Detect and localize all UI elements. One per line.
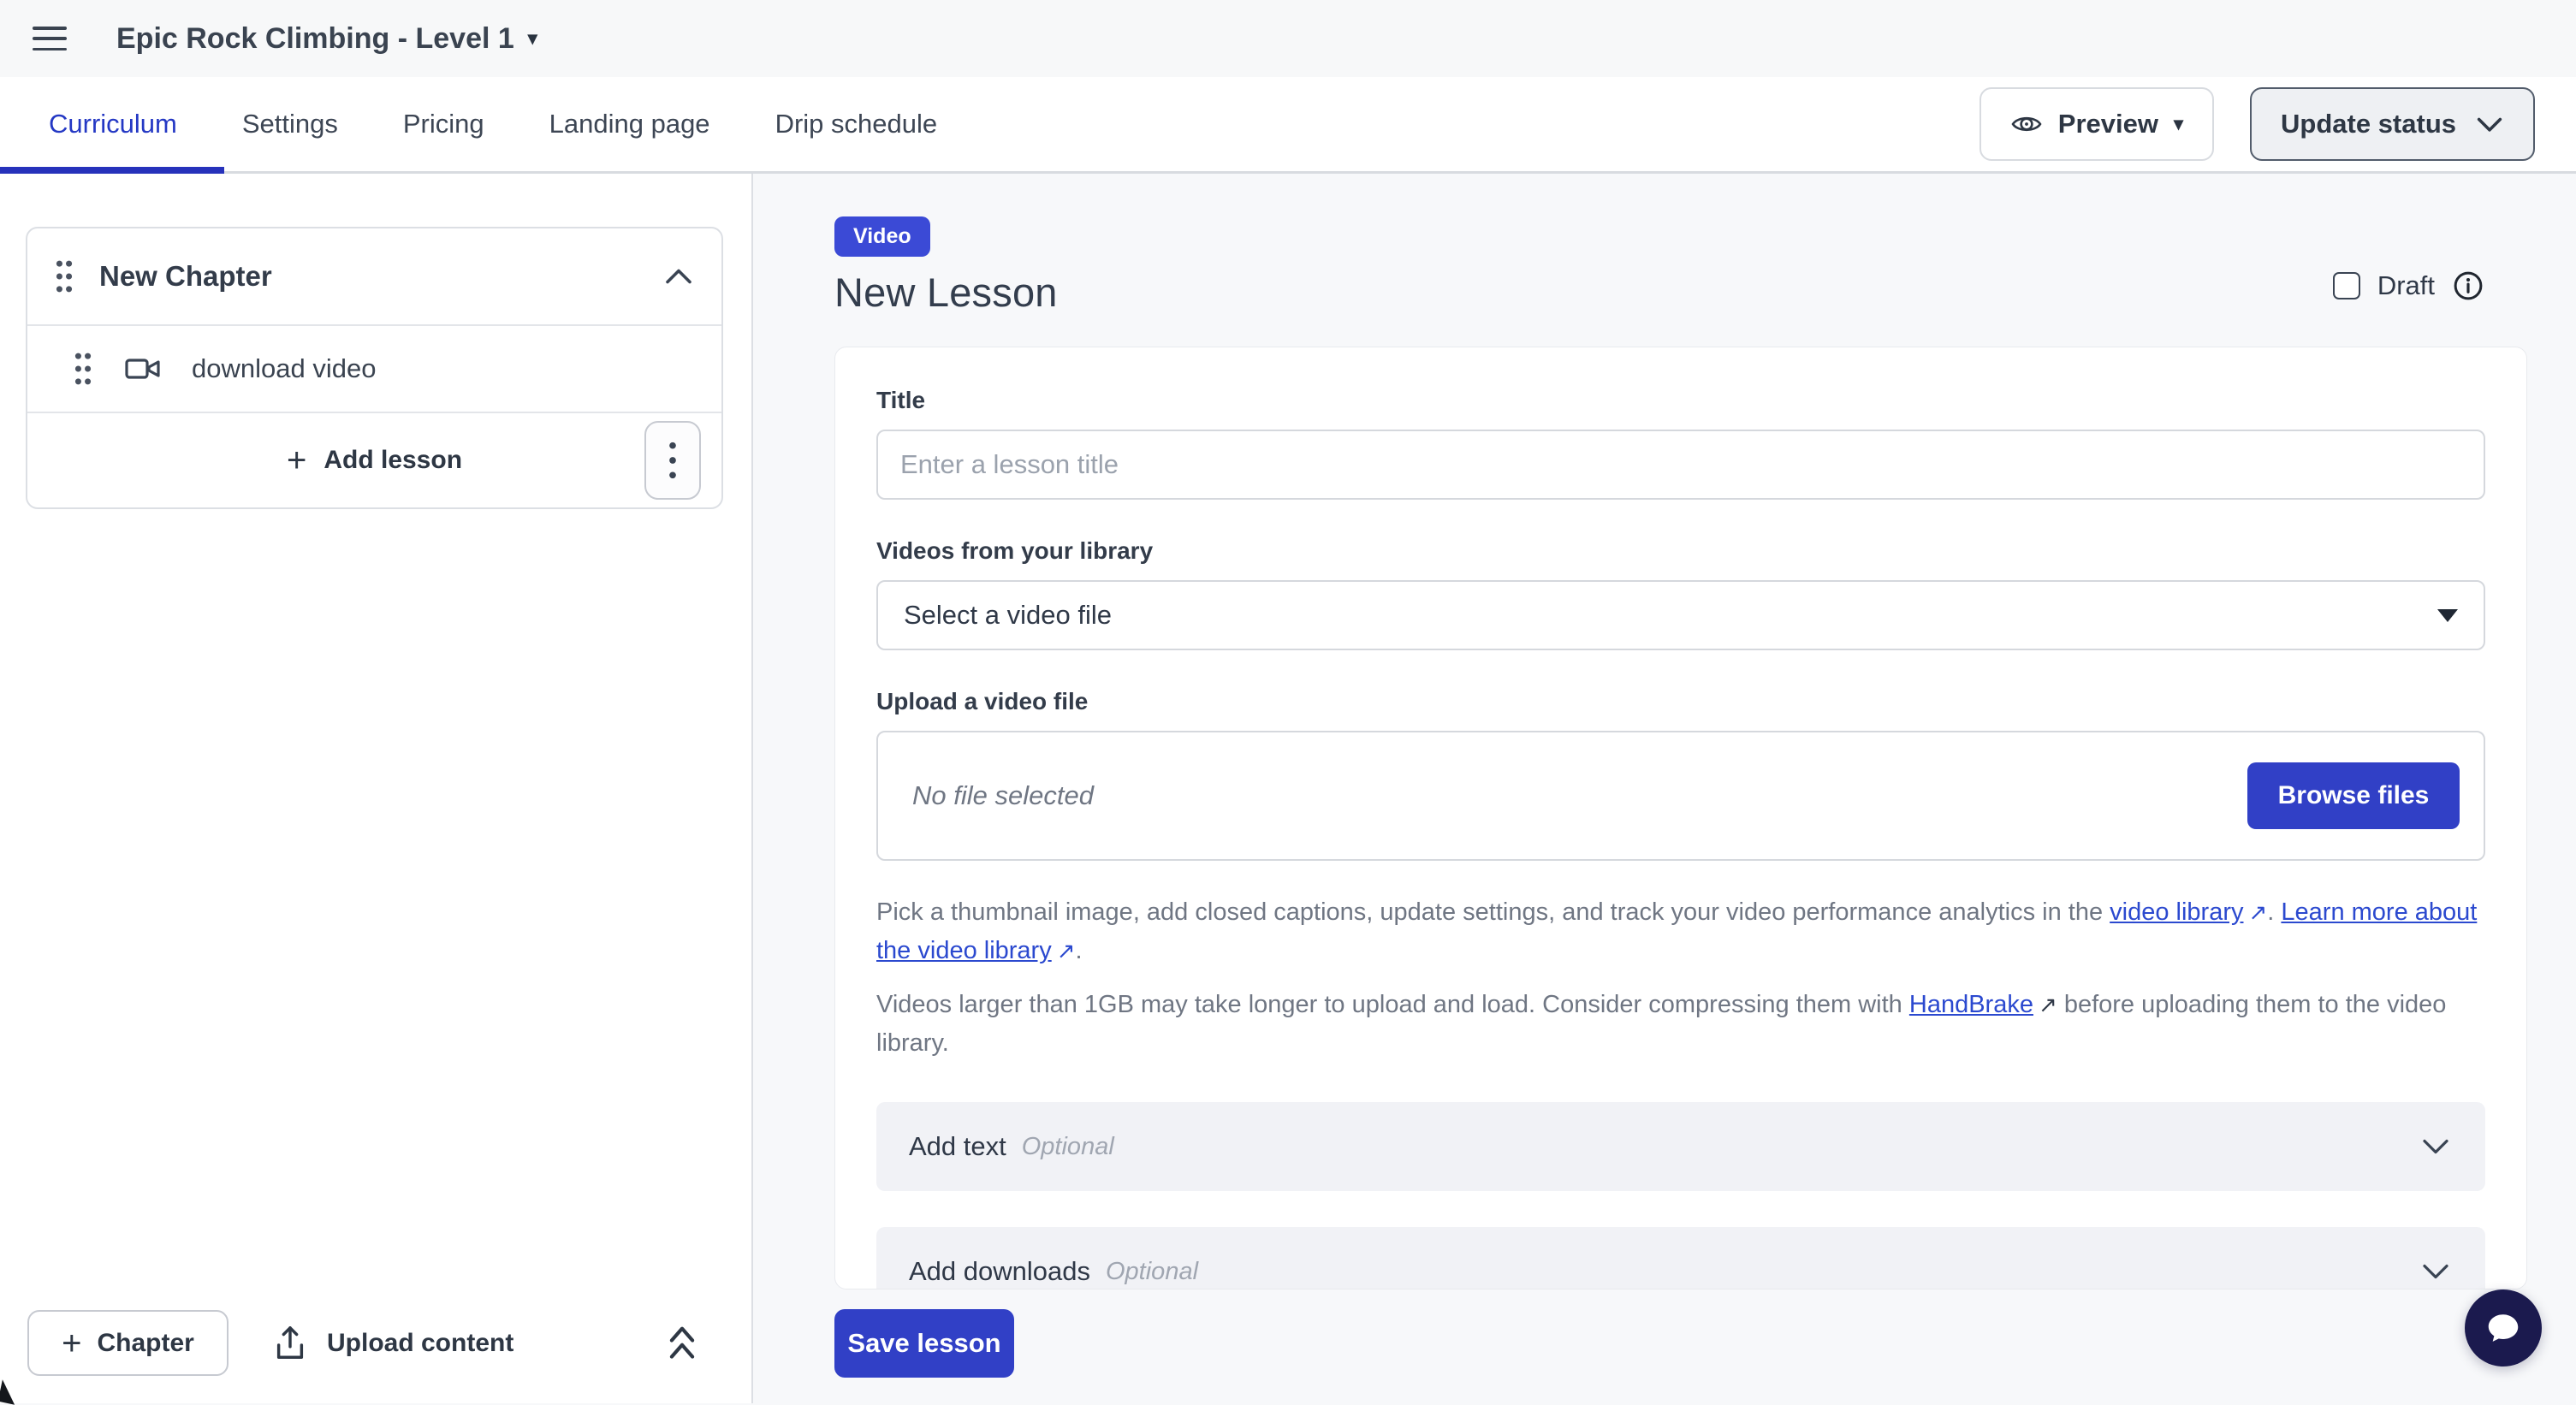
video-library-select-value: Select a video file bbox=[904, 600, 1112, 631]
eye-icon bbox=[2010, 111, 2043, 137]
draft-toggle: Draft bbox=[2333, 270, 2484, 302]
video-library-select[interactable]: Select a video file bbox=[876, 580, 2485, 650]
upload-field-label: Upload a video file bbox=[876, 688, 2485, 715]
add-downloads-label: Add downloads bbox=[909, 1256, 1090, 1287]
external-link-icon: ↗ bbox=[2033, 992, 2057, 1017]
chapter-title: New Chapter bbox=[99, 260, 272, 293]
upload-icon bbox=[272, 1324, 308, 1363]
page-title: New Lesson bbox=[834, 269, 2527, 316]
draft-checkbox[interactable] bbox=[2333, 272, 2360, 299]
help-text: . bbox=[1076, 937, 1083, 964]
external-link-icon: ↗ bbox=[1052, 938, 1076, 963]
lesson-editor: Video New Lesson Draft Title Videos from… bbox=[755, 174, 2576, 1403]
library-field-label: Videos from your library bbox=[876, 537, 2485, 565]
video-camera-icon bbox=[123, 353, 164, 384]
help-text: Videos larger than 1GB may take longer t… bbox=[876, 991, 1909, 1018]
add-lesson-label: Add lesson bbox=[323, 446, 462, 475]
collapse-all-icon[interactable] bbox=[662, 1321, 702, 1366]
no-file-text: No file selected bbox=[912, 780, 1094, 811]
lesson-title-input[interactable] bbox=[876, 430, 2485, 500]
lesson-item[interactable]: download video bbox=[27, 326, 721, 412]
lesson-form-card: Title Videos from your library Select a … bbox=[834, 347, 2527, 1289]
chapter-button-label: Chapter bbox=[98, 1329, 194, 1358]
video-library-help-text: Pick a thumbnail image, add closed capti… bbox=[876, 893, 2485, 970]
tab-curriculum[interactable]: Curriculum bbox=[0, 77, 210, 171]
select-caret-icon bbox=[2437, 609, 2458, 622]
chevron-down-icon bbox=[2419, 1135, 2453, 1158]
chevron-down-icon bbox=[2475, 115, 2504, 133]
kebab-icon bbox=[668, 439, 678, 482]
draft-label: Draft bbox=[2377, 270, 2435, 301]
tab-pricing[interactable]: Pricing bbox=[371, 77, 517, 171]
handbrake-link[interactable]: HandBrake bbox=[1909, 991, 2033, 1018]
chapter-menu-button[interactable] bbox=[644, 421, 701, 500]
course-switcher[interactable]: Epic Rock Climbing - Level 1 ▾ bbox=[116, 22, 537, 56]
chapter-card: New Chapter dow bbox=[26, 227, 723, 509]
external-link-icon: ↗ bbox=[2243, 899, 2267, 925]
tab-landing-page[interactable]: Landing page bbox=[517, 77, 743, 171]
info-icon[interactable] bbox=[2452, 270, 2484, 302]
add-text-optional-hint: Optional bbox=[1022, 1133, 1114, 1161]
plus-icon: + bbox=[62, 1326, 81, 1361]
chat-launcher-button[interactable] bbox=[2465, 1289, 2542, 1366]
add-lesson-button[interactable]: + Add lesson bbox=[27, 413, 721, 507]
add-downloads-optional-hint: Optional bbox=[1106, 1258, 1198, 1286]
add-downloads-panel[interactable]: Add downloads Optional bbox=[876, 1227, 2485, 1289]
top-bar: Epic Rock Climbing - Level 1 ▾ bbox=[0, 0, 2576, 77]
upload-content-button[interactable]: Upload content bbox=[272, 1310, 513, 1376]
update-status-label: Update status bbox=[2281, 109, 2456, 139]
video-library-link[interactable]: video library bbox=[2110, 898, 2243, 926]
tab-bar: Curriculum Settings Pricing Landing page… bbox=[0, 77, 2576, 174]
add-chapter-button[interactable]: + Chapter bbox=[27, 1310, 229, 1376]
add-lesson-row: + Add lesson bbox=[27, 413, 721, 507]
lesson-title: download video bbox=[192, 353, 376, 384]
sidebar-footer: + Chapter Upload content bbox=[0, 1292, 751, 1403]
preview-label: Preview bbox=[2058, 109, 2158, 139]
chevron-up-icon[interactable] bbox=[662, 265, 696, 288]
curriculum-sidebar: New Chapter dow bbox=[0, 174, 753, 1403]
compression-help-text: Videos larger than 1GB may take longer t… bbox=[876, 986, 2485, 1063]
course-title: Epic Rock Climbing - Level 1 bbox=[116, 22, 514, 56]
add-text-panel[interactable]: Add text Optional bbox=[876, 1102, 2485, 1191]
lesson-header: Video New Lesson Draft bbox=[834, 216, 2527, 316]
tab-settings[interactable]: Settings bbox=[210, 77, 371, 171]
help-text: Pick a thumbnail image, add closed capti… bbox=[876, 898, 2110, 926]
lesson-type-badge: Video bbox=[834, 216, 930, 257]
upload-content-label: Upload content bbox=[327, 1329, 513, 1358]
save-lesson-button[interactable]: Save lesson bbox=[834, 1309, 1014, 1378]
add-text-label: Add text bbox=[909, 1131, 1006, 1162]
help-text: . bbox=[2267, 898, 2281, 926]
chevron-down-icon bbox=[2419, 1260, 2453, 1283]
update-status-button[interactable]: Update status bbox=[2250, 87, 2535, 161]
tabs: Curriculum Settings Pricing Landing page… bbox=[0, 77, 970, 171]
plus-icon: + bbox=[287, 443, 306, 477]
header-actions: Preview ▾ Update status bbox=[1979, 87, 2576, 161]
file-upload-field: No file selected Browse files bbox=[876, 731, 2485, 861]
chat-bubble-icon bbox=[2484, 1309, 2523, 1347]
tab-drip-schedule[interactable]: Drip schedule bbox=[743, 77, 970, 171]
chapter-header[interactable]: New Chapter bbox=[27, 228, 721, 324]
title-field-label: Title bbox=[876, 387, 2485, 414]
drag-handle-icon[interactable] bbox=[53, 258, 75, 294]
hamburger-menu-icon[interactable] bbox=[33, 27, 67, 50]
caret-down-icon: ▾ bbox=[528, 27, 537, 50]
caret-down-icon: ▾ bbox=[2174, 113, 2183, 135]
drag-handle-icon[interactable] bbox=[72, 351, 94, 387]
preview-button[interactable]: Preview ▾ bbox=[1979, 87, 2214, 161]
active-tab-indicator bbox=[0, 167, 224, 174]
browse-files-button[interactable]: Browse files bbox=[2247, 762, 2460, 829]
